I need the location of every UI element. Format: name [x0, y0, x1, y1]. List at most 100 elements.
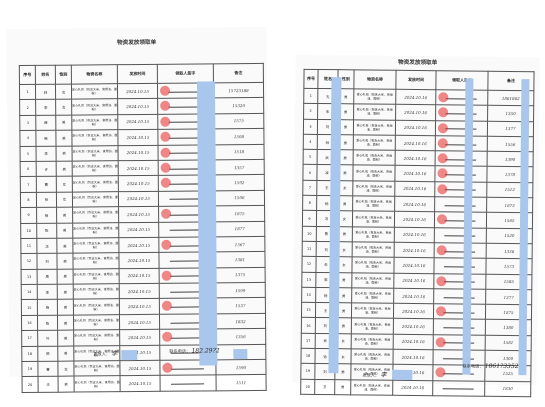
item-cell: 爱心礼包（包含大米、食用油、面粉）	[72, 237, 119, 254]
date-cell: 2024.10.15	[117, 114, 158, 130]
remark-cell: 1830	[484, 380, 531, 397]
gender-cell: 男	[57, 299, 74, 316]
row-number-cell: 9	[20, 207, 37, 224]
item-cell: 爱心礼包（包含大米、食用油、面粉）	[72, 145, 119, 162]
row-number-cell: 6	[20, 161, 37, 177]
row-number-cell: 1	[19, 84, 36, 100]
signature-cell	[435, 135, 488, 152]
issuer-signature: 李	[111, 350, 118, 358]
sheet-title: 物资发放领取单	[398, 59, 438, 67]
gender-cell: 男	[56, 145, 73, 162]
red-fingerprint-stamp	[436, 275, 447, 286]
name-cell: 韩	[35, 130, 57, 146]
red-fingerprint-stamp	[438, 92, 449, 103]
name-cell: 李	[35, 99, 56, 116]
gender-cell: 女	[55, 84, 72, 100]
gender-cell: 男	[334, 379, 351, 395]
signature-cell	[434, 227, 487, 244]
remark-cell: 1875	[214, 205, 265, 222]
gender-cell: 男	[56, 207, 73, 223]
date-cell: 2024.10.16	[393, 257, 435, 274]
gender-cell: 男	[55, 130, 73, 146]
item-cell: 爱心礼包（包含大米、食用油、面粉）	[351, 302, 394, 319]
gender-cell: 男	[56, 253, 74, 269]
date-cell: 2024.10.15	[119, 314, 160, 330]
date-cell: 2024.10.15	[119, 329, 160, 346]
row-number-cell: 20	[300, 378, 315, 395]
date-cell: 2024.10.15	[118, 221, 159, 238]
gender-cell: 女	[57, 361, 75, 377]
item-cell: 爱心礼包（包含大米、食用油、面粉）	[72, 191, 119, 208]
date-cell: 2024.10.16	[395, 135, 436, 151]
row-number-cell: 13	[301, 271, 316, 288]
row-number-cell: 16	[21, 315, 38, 331]
date-cell: 2024.10.16	[394, 211, 435, 228]
remark-cell: 1381	[214, 251, 266, 268]
date-cell: 2024.10.16	[393, 288, 434, 304]
red-fingerprint-stamp	[159, 85, 171, 96]
column-header: 备注	[213, 63, 264, 83]
redaction-issuer	[121, 350, 138, 361]
row-number-cell: 5	[303, 149, 318, 165]
column-header: 序号	[303, 69, 319, 89]
row-number-cell: 18	[21, 346, 38, 362]
date-cell: 2024.10.15	[118, 206, 159, 223]
item-cell: 爱心礼包（包含大米、食用油、面粉）	[73, 268, 120, 285]
date-cell: 2024.10.15	[119, 268, 160, 284]
name-cell: 陈	[36, 222, 57, 239]
gender-cell: 男	[55, 114, 72, 131]
item-cell: 爱心礼包（包含大米、食用油、面粉）	[353, 134, 396, 151]
date-cell: 2024.10.15	[117, 98, 158, 115]
issuer-label: 发放人：	[362, 372, 380, 378]
column-header: 性别	[55, 65, 72, 85]
issuer-label: 发放人：	[93, 351, 111, 357]
signature-cell	[433, 303, 486, 320]
remark-cell: 1567	[214, 236, 265, 253]
signature-cell	[434, 212, 487, 228]
left-sheet: 物资发放领取单 序号 姓名 性别 物资名称 发放时间 领取人签字 备注 1 林女爱心礼包（包含…	[6, 26, 270, 393]
item-cell: 爱心礼包（包含大米、食用油、面粉）	[350, 379, 393, 396]
name-cell: 曹	[37, 361, 59, 377]
phone-value: 1861?3352	[484, 362, 519, 371]
date-cell: 2024.10.16	[394, 165, 436, 182]
item-cell: 爱心礼包（包含大米、食用油、面粉）	[72, 206, 119, 223]
item-cell: 爱心礼包（包含大米、食用油、面粉）	[352, 211, 395, 227]
item-cell: 爱心礼包（包含大米、食用油、面粉）	[352, 195, 395, 212]
date-cell: 2024.10.16	[393, 272, 434, 289]
item-cell: 爱心礼包（包含大米、食用油、面粉）	[352, 180, 395, 197]
name-cell: 林	[35, 84, 56, 100]
item-cell: 爱心礼包（包含大米、食用油、面粉）	[73, 283, 120, 300]
red-fingerprint-stamp	[161, 239, 172, 250]
name-cell: 张	[36, 191, 57, 208]
row-number-cell: 2	[19, 99, 36, 116]
red-fingerprint-stamp	[161, 270, 172, 281]
remark-cell: 1518	[214, 143, 265, 160]
column-header: 领取人签字	[157, 63, 214, 84]
date-cell: 2024.10.16	[394, 181, 435, 197]
table-row: 20 卫男爱心礼包（包含大米、食用油、面粉） 2024.10.16 1830	[300, 378, 531, 397]
redaction-block-signatures	[196, 81, 218, 366]
phone-label: 联系电话：	[169, 348, 191, 354]
signature-cell	[432, 380, 485, 397]
name-cell: 刘	[36, 253, 58, 270]
row-number-cell: 17	[301, 333, 316, 349]
phone-value: 182.29?2	[191, 347, 220, 355]
row-number-cell: 19	[21, 361, 39, 377]
gender-cell: 男	[56, 222, 73, 239]
item-cell: 爱心礼包（包含大米、食用油、面粉）	[353, 119, 396, 136]
date-cell: 2024.10.16	[393, 318, 434, 335]
item-cell: 爱心礼包（包含大米、食用油、面粉）	[71, 114, 118, 131]
remark-cell: 15723188	[213, 82, 264, 99]
red-fingerprint-stamp	[437, 184, 448, 195]
right-sheet: 物资发放领取单 序号 姓名 性别 物资名称 发放时间 领取人签字 备注 1 孔男爱心礼包（包含…	[292, 54, 540, 397]
item-cell: 爱心礼包（包含大米、食用油、面粉）	[71, 83, 118, 100]
signature-cell	[434, 166, 488, 183]
date-cell: 2024.10.15	[118, 160, 159, 177]
row-number-cell: 7	[20, 176, 37, 193]
item-cell: 爱心礼包（包含大米、食用油、面粉）	[351, 287, 394, 304]
signature-cell	[160, 375, 217, 392]
issuer-footer: 发放人： 李	[93, 348, 117, 357]
date-cell: 2024.10.15	[119, 283, 160, 300]
row-number-cell: 8	[302, 195, 317, 211]
date-cell: 2024.10.15	[117, 129, 159, 146]
